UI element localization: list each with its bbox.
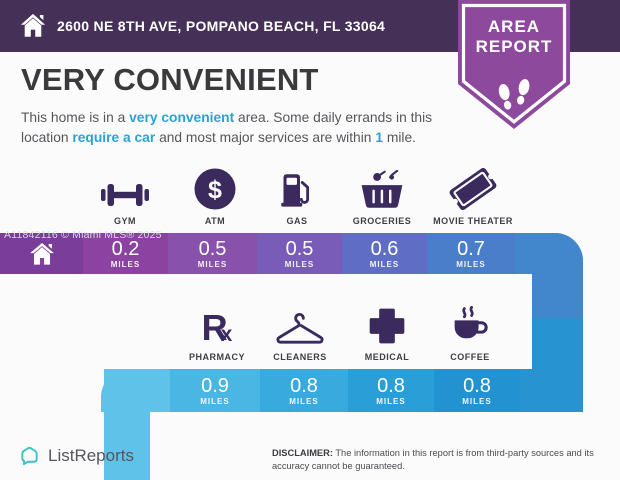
distance-value: 0.5 — [285, 237, 314, 260]
distance-unit: MILES — [289, 396, 319, 406]
band1-segment: 0.5 MILES — [168, 233, 257, 274]
property-address: 2600 NE 8TH AVE, POMPANO BEACH, FL 33064 — [57, 18, 386, 34]
place-gas: GAS — [242, 164, 352, 226]
hanger-icon — [245, 300, 355, 346]
distance-unit: MILES — [462, 396, 492, 406]
disclaimer-body: The information in this report is from t… — [272, 448, 594, 472]
place-movie-theater: MOVIE THEATER — [418, 164, 528, 226]
place-label: COFFEE — [450, 352, 490, 362]
page-title: VERY CONVENIENT — [21, 62, 319, 97]
band1-segment: 0.5 MILES — [257, 233, 342, 274]
groceries-basket-icon — [327, 164, 437, 210]
place-cleaners: CLEANERS — [245, 300, 355, 362]
distance-unit: MILES — [200, 396, 230, 406]
place-label: ATM — [204, 216, 226, 226]
mls-watermark: A11842116 © Miami MLS® 2025 — [4, 229, 162, 241]
gas-pump-icon — [242, 164, 352, 210]
badge-shape — [458, 0, 570, 129]
place-label: GAS — [286, 216, 308, 226]
distance-value: 0.8 — [463, 374, 491, 397]
atm-icon: $ — [160, 164, 270, 210]
medical-cross-icon — [332, 300, 442, 346]
place-label: GYM — [113, 216, 136, 226]
place-label: GROCERIES — [352, 216, 412, 226]
listreports-logo: ListReports — [18, 444, 134, 467]
svg-text:$: $ — [208, 176, 222, 204]
place-coffee: COFFEE — [415, 300, 525, 362]
disclaimer-text: DISCLAIMER: The information in this repo… — [272, 447, 610, 474]
distance-unit: MILES — [369, 259, 400, 269]
band2-segment: 0.8 MILES — [348, 369, 434, 412]
distance-unit: MILES — [284, 259, 315, 269]
home-icon — [19, 12, 47, 45]
gym-icon — [70, 164, 180, 210]
badge-line2: REPORT — [476, 37, 553, 56]
badge-line1: AREA — [488, 17, 540, 36]
place-medical: MEDICAL — [332, 300, 442, 362]
distance-value: 0.5 — [198, 237, 227, 260]
distance-value: 0.8 — [290, 374, 318, 397]
ticket-icon — [418, 164, 528, 210]
place-gym: GYM — [70, 164, 180, 226]
ribbon-inner-notch-left — [150, 412, 620, 480]
listreports-logo-text: ListReports — [48, 445, 134, 465]
distance-unit: MILES — [376, 396, 406, 406]
distance-value: 0.2 — [111, 237, 140, 260]
place-label: MEDICAL — [364, 352, 410, 362]
band2-segment: 0.9 MILES — [170, 369, 260, 412]
band1-segment: 0.2 MILES — [83, 233, 168, 274]
place-atm: $ ATM — [160, 164, 270, 226]
distance-value: 0.8 — [377, 374, 405, 397]
listreports-logo-icon — [21, 446, 38, 466]
band1-segment: 0.6 MILES — [342, 233, 427, 274]
place-label: CLEANERS — [273, 352, 327, 362]
band1-segment: 0.7 MILES — [427, 233, 515, 274]
band2-trail — [520, 369, 583, 412]
band1-home-segment — [0, 233, 83, 274]
distance-unit: MILES — [110, 259, 141, 269]
area-report-badge: AREA REPORT — [458, 0, 570, 139]
footprints-icon — [498, 79, 530, 110]
distance-band-row2: 0.9 MILES 0.8 MILES 0.8 MILES 0.8 MILES — [101, 369, 583, 412]
place-label: MOVIE THEATER — [433, 216, 513, 226]
band2-turn — [101, 369, 170, 412]
place-label: PHARMACY — [188, 352, 245, 362]
distance-value: 0.7 — [457, 237, 485, 260]
coffee-cup-icon — [415, 300, 525, 346]
description-text: This home is in a very convenient area. … — [21, 110, 433, 145]
distance-value: 0.6 — [370, 237, 399, 260]
home-icon — [29, 242, 54, 265]
band2-segment: 0.8 MILES — [434, 369, 520, 412]
band2-segment: 0.8 MILES — [260, 369, 348, 412]
distance-value: 0.9 — [201, 374, 229, 397]
place-groceries: GROCERIES — [327, 164, 437, 226]
distance-unit: MILES — [197, 259, 228, 269]
distance-unit: MILES — [456, 259, 486, 269]
disclaimer-label: DISCLAIMER: — [272, 448, 333, 458]
